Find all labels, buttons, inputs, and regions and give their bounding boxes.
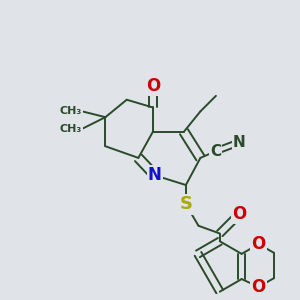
Text: N: N	[148, 166, 162, 184]
Text: S: S	[179, 195, 192, 213]
Text: O: O	[146, 77, 160, 95]
Text: O: O	[251, 235, 266, 253]
Text: CH₃: CH₃	[60, 106, 82, 116]
Text: O: O	[251, 278, 266, 296]
Text: O: O	[232, 205, 246, 223]
Text: C: C	[210, 144, 221, 159]
Text: CH₃: CH₃	[60, 124, 82, 134]
Text: N: N	[233, 135, 246, 150]
